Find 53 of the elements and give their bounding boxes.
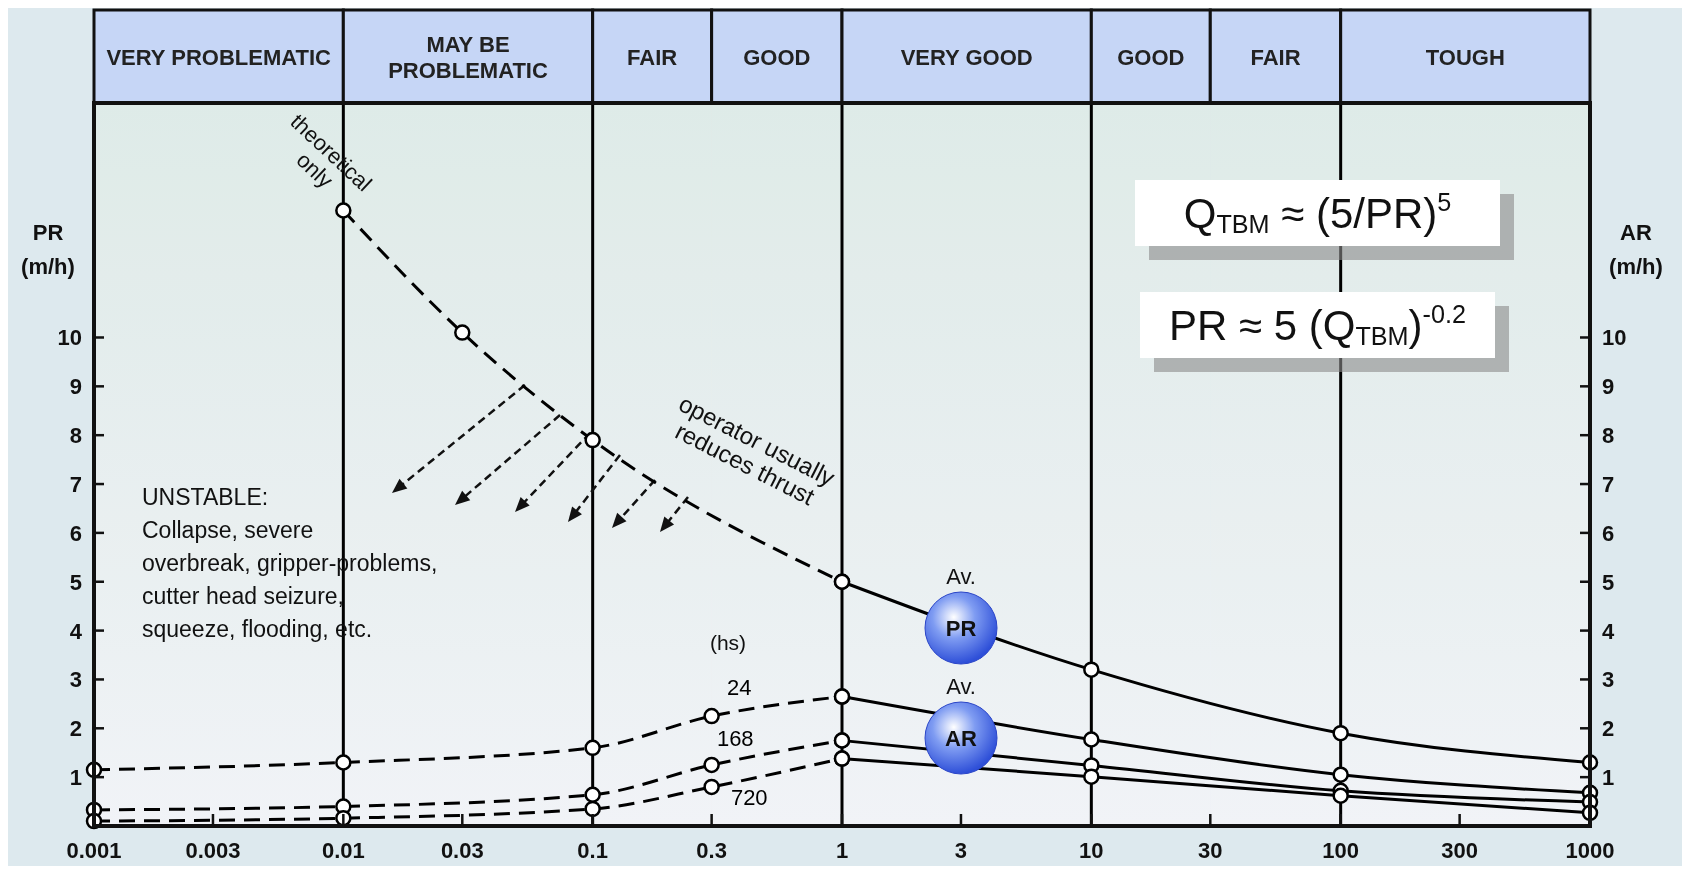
y-tick-label: 1 xyxy=(69,765,82,791)
y-tick-label: 6 xyxy=(69,520,82,546)
annotation: Av. xyxy=(946,564,976,589)
y2-tick-label: 4 xyxy=(1602,618,1615,644)
y2-tick-label: 1 xyxy=(1602,765,1615,791)
x-tick-label: 30 xyxy=(1198,838,1223,863)
annotation: Q$_{TBM}$ ≈ (5/PR)$^{5}$ xyxy=(1183,187,1452,238)
y2-tick-label: 5 xyxy=(1602,569,1615,595)
annotation: PR xyxy=(945,616,977,641)
y-tick-label: 10 xyxy=(57,325,82,351)
y-tick-label: 2 xyxy=(69,716,82,742)
y2-axis-title: AR (m/h) xyxy=(1609,220,1663,279)
y-tick-label: 4 xyxy=(69,618,83,644)
band-label: VERY GOOD xyxy=(900,44,1033,70)
band-label: FAIR xyxy=(627,44,678,70)
band-label: VERY PROBLEMATIC xyxy=(106,44,332,70)
x-tick-label: 3 xyxy=(954,838,968,863)
y2-tick-label: 8 xyxy=(1602,423,1615,449)
band-label: MAY BE PROBLEMATIC xyxy=(388,31,548,83)
y-tick-label: 7 xyxy=(69,472,82,498)
x-tick-label: 0.03 xyxy=(440,838,484,863)
x-tick-label: 1000 xyxy=(1565,838,1615,863)
y2-tick-label: 9 xyxy=(1602,374,1615,400)
y2-tick-label: 3 xyxy=(1602,667,1615,693)
x-tick-label: 0.3 xyxy=(696,838,727,863)
y2-tick-label: 10 xyxy=(1602,325,1627,351)
x-tick-label: 1 xyxy=(835,838,849,863)
x-tick-label: 10 xyxy=(1079,838,1104,863)
y2-tick-label: 2 xyxy=(1602,716,1615,742)
x-tick-label: 0.1 xyxy=(577,838,608,863)
y-axis-title: PR (m/h) xyxy=(21,220,75,279)
band-label: GOOD xyxy=(743,44,811,70)
band-label: TOUGH xyxy=(1425,44,1505,70)
x-tick-label: 100 xyxy=(1322,838,1360,863)
y-tick-label: 8 xyxy=(69,423,82,449)
band-label: FAIR xyxy=(1250,44,1301,70)
annotation: Av. xyxy=(946,674,976,699)
x-tick-label: 0.001 xyxy=(66,838,122,863)
y-tick-label: 9 xyxy=(69,374,82,400)
band-label: GOOD xyxy=(1117,44,1185,70)
x-tick-label: 0.01 xyxy=(321,838,365,863)
y-tick-label: 5 xyxy=(69,569,82,595)
x-tick-label: 300 xyxy=(1441,838,1478,863)
y-tick-label: 3 xyxy=(69,667,82,693)
annotation: AR xyxy=(945,726,977,751)
series-label: 168 xyxy=(716,726,754,752)
y2-tick-label: 6 xyxy=(1602,520,1615,546)
annotation: PR ≈ 5 (Q$_{TBM}$)$^{-0.2}$ xyxy=(1169,299,1466,350)
y2-tick-label: 7 xyxy=(1602,472,1615,498)
series-label: 720 xyxy=(730,785,768,810)
series-label: 24 xyxy=(727,675,752,701)
annotation: (hs) xyxy=(709,631,747,654)
x-tick-label: 0.003 xyxy=(185,838,241,863)
